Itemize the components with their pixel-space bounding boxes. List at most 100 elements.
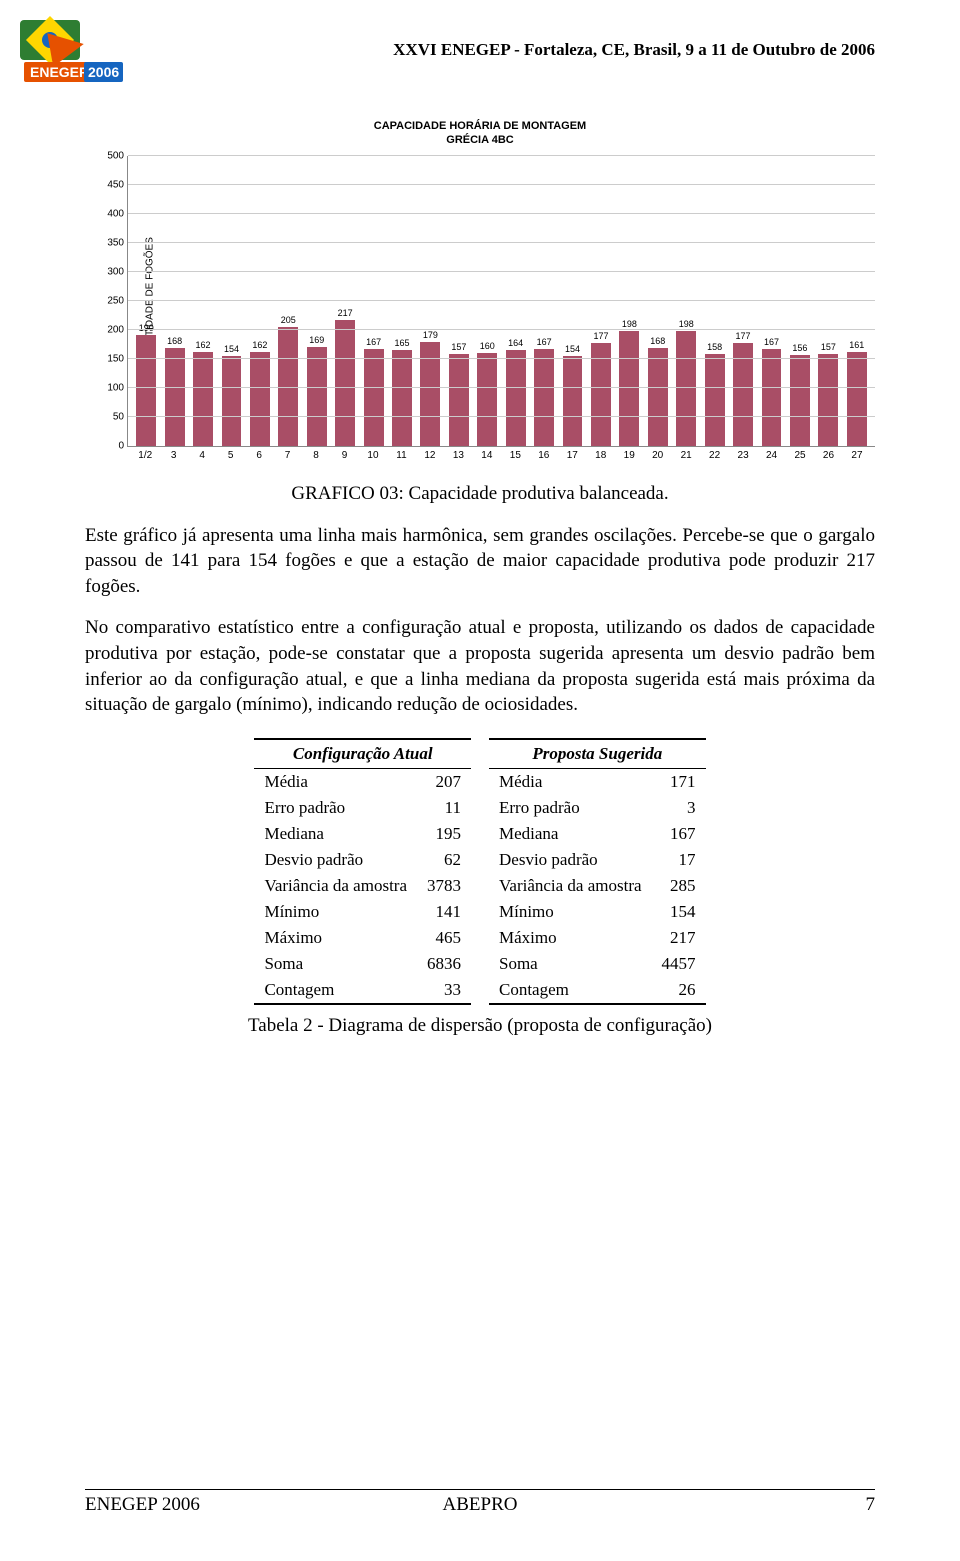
chart-bar-column: 160 (473, 156, 501, 446)
bar-value-label: 179 (423, 330, 438, 340)
stat-value: 465 (417, 925, 471, 951)
y-tick-label: 100 (107, 382, 128, 393)
bar-value-label: 205 (281, 315, 296, 325)
chart-bar-column: 167 (359, 156, 387, 446)
x-tick-label: 6 (245, 450, 273, 461)
y-tick-label: 450 (107, 179, 128, 190)
chart-bar-column: 158 (700, 156, 728, 446)
capacity-chart: CAPACIDADE HORÁRIA DE MONTAGEM GRÉCIA 4B… (85, 120, 875, 461)
page-footer: ENEGEP 2006 ABEPRO 7 (85, 1489, 875, 1516)
chart-gridline (128, 271, 875, 272)
chart-bar-column: 177 (587, 156, 615, 446)
stat-label: Contagem (254, 977, 417, 1004)
stat-value: 62 (417, 847, 471, 873)
stat-value: 3 (652, 795, 706, 821)
x-tick-label: 5 (216, 450, 244, 461)
chart-bar-column: 167 (757, 156, 785, 446)
chart-bar-column: 165 (388, 156, 416, 446)
chart-bar (534, 349, 554, 446)
chart-bar-column: 156 (786, 156, 814, 446)
chart-bar (449, 354, 469, 445)
x-tick-label: 1/2 (131, 450, 159, 461)
chart-bar (818, 354, 838, 445)
chart-bar (193, 352, 213, 446)
chart-bar (790, 355, 810, 445)
chart-bar-column: 205 (274, 156, 302, 446)
stat-value: 141 (417, 899, 471, 925)
table-row: Desvio padrão17 (489, 847, 706, 873)
chart-gridline (128, 358, 875, 359)
footer-mid: ABEPRO (348, 1494, 611, 1516)
bar-value-label: 154 (565, 344, 580, 354)
x-tick-label: 24 (757, 450, 785, 461)
stat-label: Variância da amostra (254, 873, 417, 899)
chart-bar (676, 331, 696, 446)
x-tick-label: 4 (188, 450, 216, 461)
stat-label: Soma (489, 951, 652, 977)
stat-value: 167 (652, 821, 706, 847)
stat-value: 171 (652, 768, 706, 795)
y-tick-label: 400 (107, 208, 128, 219)
x-tick-label: 20 (643, 450, 671, 461)
bar-value-label: 198 (622, 319, 637, 329)
x-tick-label: 11 (387, 450, 415, 461)
stat-label: Média (489, 768, 652, 795)
chart-bar-column: 157 (445, 156, 473, 446)
stats-tables: Configuração Atual Média207Erro padrão11… (85, 738, 875, 1005)
paragraph-1: Este gráfico já apresenta uma linha mais… (85, 523, 875, 600)
chart-bar-column: 154 (558, 156, 586, 446)
chart-title: CAPACIDADE HORÁRIA DE MONTAGEM GRÉCIA 4B… (85, 120, 875, 148)
chart-bar-column: 162 (246, 156, 274, 446)
bar-value-label: 160 (480, 341, 495, 351)
chart-gridline (128, 184, 875, 185)
chart-bar (563, 356, 583, 445)
table-row: Mínimo154 (489, 899, 706, 925)
bar-value-label: 217 (338, 308, 353, 318)
chart-bar (619, 331, 639, 446)
stat-label: Desvio padrão (489, 847, 652, 873)
chart-gridline (128, 416, 875, 417)
chart-area: QUANTIDADE DE FOGÕES 1901681621541622051… (127, 156, 875, 461)
stat-value: 154 (652, 899, 706, 925)
chart-bar-column: 154 (217, 156, 245, 446)
y-tick-label: 200 (107, 324, 128, 335)
stat-label: Mínimo (489, 899, 652, 925)
chart-bar (705, 354, 725, 446)
logo-year: 2006 (84, 62, 123, 82)
bar-value-label: 157 (821, 342, 836, 352)
x-tick-label: 26 (814, 450, 842, 461)
conference-logo: ENEGEP 2006 (20, 20, 120, 90)
chart-bar (250, 352, 270, 446)
chart-bar-column: 169 (303, 156, 331, 446)
table-row: Mediana195 (254, 821, 471, 847)
stat-label: Máximo (489, 925, 652, 951)
stat-value: 285 (652, 873, 706, 899)
x-tick-label: 19 (615, 450, 643, 461)
chart-bar-column: 190 (132, 156, 160, 446)
stat-label: Mínimo (254, 899, 417, 925)
stat-value: 4457 (652, 951, 706, 977)
stat-label: Erro padrão (489, 795, 652, 821)
chart-bar-column: 217 (331, 156, 359, 446)
stat-value: 6836 (417, 951, 471, 977)
stat-label: Desvio padrão (254, 847, 417, 873)
x-tick-label: 7 (273, 450, 301, 461)
stat-value: 195 (417, 821, 471, 847)
y-tick-label: 500 (107, 150, 128, 161)
arrow-icon (47, 27, 86, 66)
chart-bar (364, 349, 384, 446)
bar-value-label: 156 (792, 343, 807, 353)
stat-value: 26 (652, 977, 706, 1004)
stat-label: Contagem (489, 977, 652, 1004)
chart-bar-column: 161 (843, 156, 871, 446)
table-left-title: Configuração Atual (254, 739, 471, 769)
page-header: XXVI ENEGEP - Fortaleza, CE, Brasil, 9 a… (85, 40, 875, 60)
chart-gridline (128, 329, 875, 330)
x-tick-label: 10 (359, 450, 387, 461)
chart-gridline (128, 387, 875, 388)
paragraph-2: No comparativo estatístico entre a confi… (85, 615, 875, 718)
footer-page-number: 7 (612, 1494, 875, 1516)
x-tick-label: 3 (159, 450, 187, 461)
chart-bar (506, 350, 526, 445)
chart-gridline (128, 300, 875, 301)
